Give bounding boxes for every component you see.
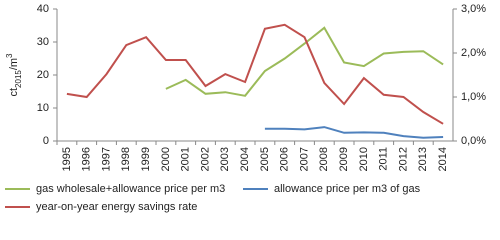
- x-tick-label: 1999: [140, 147, 152, 171]
- y-label-part: ct: [8, 88, 20, 97]
- x-tick-label: 1995: [61, 147, 73, 171]
- y-tick-label: 10: [37, 102, 49, 114]
- chart: ct2015/m3 0 10 20 30 40 0,0% 1,0% 2,0% 3,0% 1995 1…: [5, 3, 487, 213]
- x-tick-label: 1997: [100, 147, 112, 171]
- x-tick-label: 2010: [358, 147, 370, 171]
- y-tick-label: 20: [37, 69, 49, 81]
- x-tick-label: 2013: [417, 147, 429, 171]
- y2-tick-label: 3,0%: [461, 3, 486, 15]
- x-tick-label: 2009: [338, 147, 350, 171]
- series-line: [264, 126, 444, 139]
- y-tick-label: 40: [37, 3, 49, 15]
- series-line: [66, 23, 444, 125]
- x-tick-label: 2011: [378, 147, 390, 171]
- y2-tick-label: 1,0%: [461, 91, 486, 103]
- y-label-part: 2015: [14, 70, 23, 88]
- y-label-part: /m: [8, 58, 20, 70]
- x-tick-label: 1996: [81, 147, 93, 171]
- x-tick-label: 2007: [298, 147, 310, 171]
- x-tick-label: 1998: [120, 147, 132, 171]
- y-axis-label: ct2015/m3: [5, 53, 23, 97]
- x-tick-label: 2002: [199, 147, 211, 171]
- legend-label: allowance price per m3 of gas: [274, 183, 421, 195]
- x-tick-label: 2005: [259, 147, 271, 171]
- x-tick-label: 2001: [180, 147, 192, 171]
- legend-label: gas wholesale+allowance price per m3: [36, 183, 225, 195]
- series-line: [165, 26, 444, 97]
- x-tick-label: 2008: [318, 147, 330, 171]
- x-tick-label: 2004: [239, 147, 251, 171]
- x-tick-label: 2003: [219, 147, 231, 171]
- y2-tick-label: 2,0%: [461, 47, 486, 59]
- x-tick-label: 2000: [160, 147, 172, 171]
- y-tick-label: 30: [37, 36, 49, 48]
- y2-tick-label: 0,0%: [461, 135, 486, 147]
- x-tick-label: 2014: [437, 147, 449, 171]
- x-tick-label: 2012: [397, 147, 409, 171]
- x-tick-label: 2006: [279, 147, 291, 171]
- legend-label: year-on-year energy savings rate: [36, 201, 197, 213]
- y-label-part: 3: [5, 53, 14, 58]
- y-tick-label: 0: [43, 135, 49, 147]
